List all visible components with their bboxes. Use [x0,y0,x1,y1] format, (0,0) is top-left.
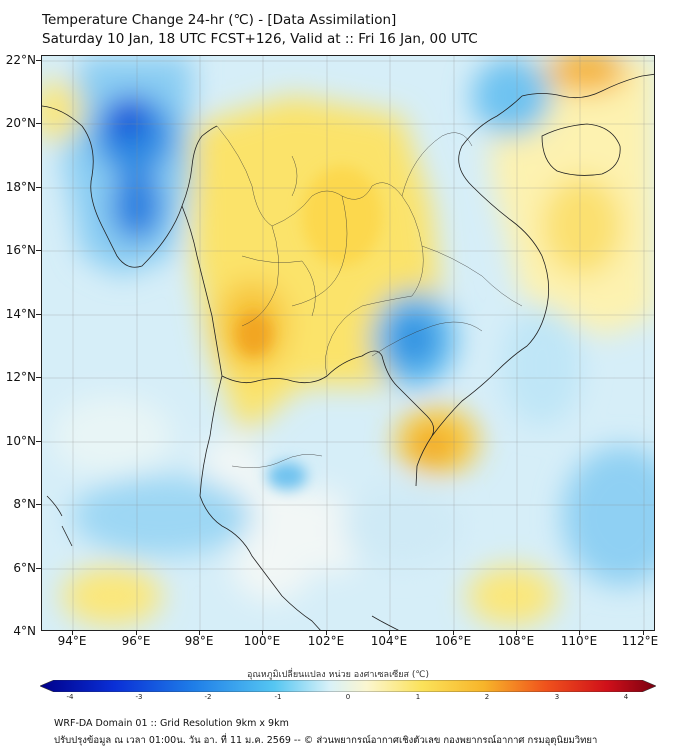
lat-label-10n: 10°N [5,434,36,448]
graticule [42,56,654,630]
temperature-map[interactable] [41,55,655,631]
lon-label-98e: 98°E [184,634,214,648]
lat-tick [36,60,41,61]
lat-tick [36,187,41,188]
lat-tick [36,441,41,442]
lat-label-6n: 6°N [13,561,36,575]
lon-label-108e: 108°E [497,634,535,648]
lat-label-18n: 18°N [5,180,36,194]
lon-label-94e: 94°E [57,634,87,648]
footer-credit: ปรับปรุงข้อมูล ณ เวลา 01:00น. วัน อา. ที… [54,735,598,746]
lat-label-14n: 14°N [5,307,36,321]
colorbar-tick: -4 [66,693,74,701]
colorbar-tick: 1 [415,693,421,701]
lon-tick [516,631,517,635]
lat-tick [36,314,41,315]
borders [216,125,523,468]
lon-label-96e: 96°E [121,634,151,648]
lat-label-16n: 16°N [5,243,36,257]
lat-label-12n: 12°N [5,370,36,384]
lon-tick [389,631,390,635]
lon-tick [72,631,73,635]
lon-tick [326,631,327,635]
lat-tick [36,504,41,505]
lon-tick [643,631,644,635]
lat-tick [36,123,41,124]
lon-label-104e: 104°E [370,634,408,648]
chart-title: Temperature Change 24-hr (℃) - [Data Ass… [42,12,397,28]
colorbar-tick: 2 [484,693,490,701]
lon-label-102e: 102°E [307,634,345,648]
lat-label-8n: 8°N [13,497,36,511]
lon-tick [136,631,137,635]
lon-tick [453,631,454,635]
lat-label-4n: 4°N [13,624,36,638]
colorbar-tick: -3 [135,693,143,701]
lon-label-100e: 100°E [243,634,281,648]
lon-label-112e: 112°E [621,634,659,648]
lon-label-106e: 106°E [434,634,472,648]
lat-tick [36,377,41,378]
lon-tick [199,631,200,635]
colorbar-title: อุณหภูมิเปลี่ยนแปลง หน่วย องศาเซลเซียส (… [246,670,430,680]
map-canvas [42,56,654,630]
chart-subtitle: Saturday 10 Jan, 18 UTC FCST+126, Valid … [42,31,478,47]
colorbar-tick: 3 [554,693,560,701]
lat-label-20n: 20°N [5,116,36,130]
colorbar-tick: -1 [274,693,282,701]
colorbar-tick: 4 [623,693,629,701]
lon-tick [579,631,580,635]
footer-model-info: WRF-DA Domain 01 :: Grid Resolution 9km … [54,718,289,729]
coastlines [42,73,654,630]
lat-tick [36,568,41,569]
colorbar [40,680,656,692]
lon-label-110e: 110°E [560,634,598,648]
lon-tick [262,631,263,635]
colorbar-tick: -2 [204,693,212,701]
lat-label-22n: 22°N [5,53,36,67]
lat-tick [36,250,41,251]
colorbar-tick: 0 [345,693,351,701]
